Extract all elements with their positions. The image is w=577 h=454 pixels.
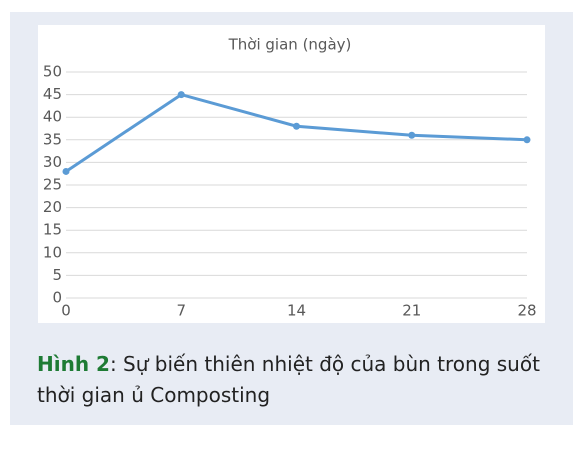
y-tick-label: 20 [43,198,62,216]
point [408,131,416,139]
caption-label: Hình 2 [37,352,110,376]
caption-text: : Sự biến thiên nhiệt độ của bùn trong s… [37,352,540,407]
axis-title: Thời gian (ngày) [228,36,352,54]
point [62,167,70,175]
x-tick-label: 21 [402,302,421,320]
point [523,136,531,144]
caption: Hình 2: Sự biến thiên nhiệt độ của bùn t… [37,349,557,411]
y-tick-label: 45 [43,85,62,103]
y-tick-label: 50 [43,63,62,81]
point [177,91,185,99]
y-tick-label: 35 [43,130,62,148]
y-tick-label: 30 [43,153,62,171]
y-tick-label: 10 [43,243,62,261]
y-tick-label: 40 [43,108,62,126]
chart-area [38,25,545,323]
x-tick-label: 7 [176,302,186,320]
x-tick-label: 14 [287,302,306,320]
point [293,122,300,130]
y-tick-label: 15 [43,221,62,239]
y-tick-label: 25 [43,176,62,194]
x-tick-label: 0 [61,302,71,320]
y-tick-label: 0 [52,289,62,307]
y-tick-label: 5 [52,266,62,284]
x-tick-label: 28 [517,302,536,320]
